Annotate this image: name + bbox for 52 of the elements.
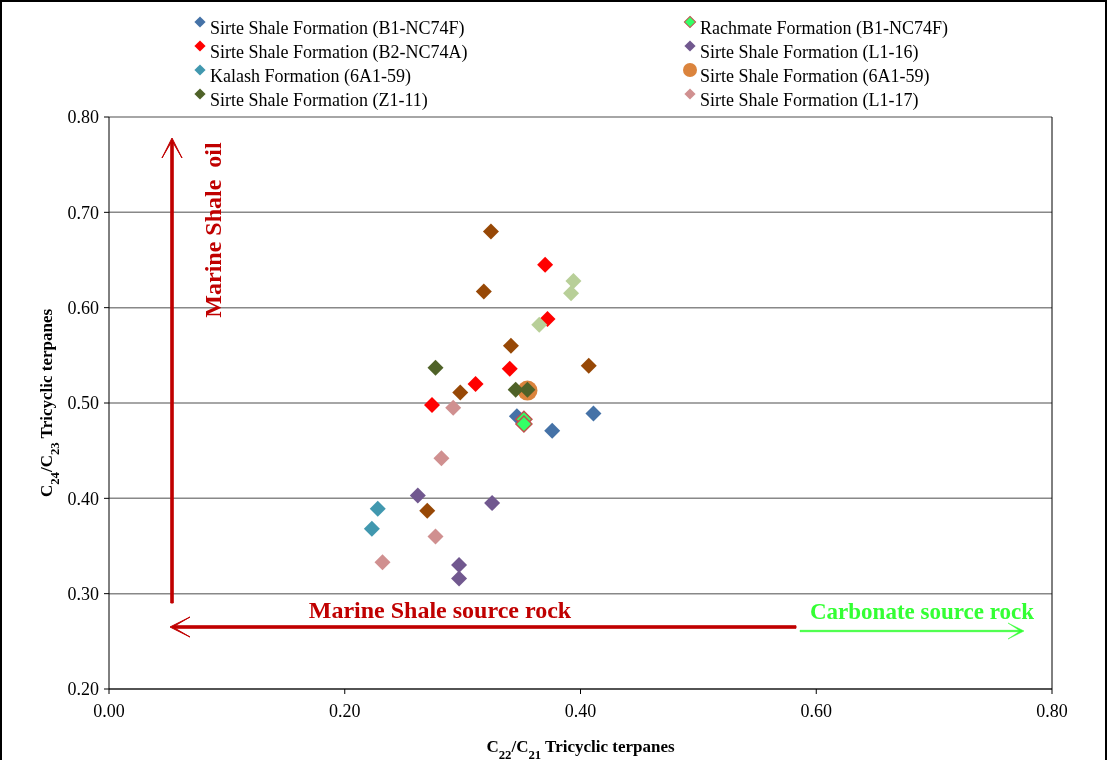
point — [585, 405, 602, 422]
point — [563, 285, 580, 302]
point — [363, 520, 380, 537]
point — [507, 381, 524, 398]
y-tick-label: 0.40 — [67, 488, 99, 509]
legend-label: Kalash Formation (6A1-59) — [210, 66, 411, 88]
point — [409, 487, 426, 504]
legend-label: Sirte Shale Formation (6A1-59) — [700, 66, 930, 88]
annotation: Marine Shale source rock — [308, 597, 572, 623]
y-tick-label: 0.50 — [67, 393, 99, 414]
point — [451, 570, 468, 587]
annotation: Carbonate source rock — [809, 599, 1035, 624]
point — [445, 399, 462, 416]
point — [580, 357, 597, 374]
y-tick-label: 0.80 — [67, 107, 99, 128]
legend-label: Sirte Shale Formation (B2-NC74A) — [210, 42, 468, 64]
legend-label: Sirte Shale Formation (L1-17) — [700, 90, 919, 112]
point — [501, 360, 518, 377]
point — [419, 502, 436, 519]
point — [482, 223, 499, 240]
x-tick-label: 0.40 — [564, 701, 597, 721]
y-tick-label: 0.60 — [67, 297, 99, 318]
point — [423, 396, 440, 413]
point — [467, 375, 484, 392]
y-tick-label: 0.70 — [67, 202, 99, 223]
point — [433, 450, 450, 467]
x-tick-label: 0.60 — [800, 701, 832, 721]
point — [565, 272, 582, 289]
x-tick-label: 0.80 — [1036, 701, 1068, 721]
point — [537, 256, 554, 273]
legend-label: Rachmate Formation (B1-NC74F) — [700, 18, 948, 40]
y-tick-label: 0.20 — [67, 679, 99, 700]
legend-label: Sirte Shale Formation (Z1-11) — [210, 90, 428, 112]
x-tick-label: 0.00 — [93, 701, 125, 721]
x-tick-label: 0.20 — [329, 701, 361, 721]
point — [427, 359, 444, 376]
point — [452, 384, 469, 401]
point — [369, 500, 386, 517]
point — [515, 415, 533, 433]
legend-label: Sirte Shale Formation (B1-NC74F) — [210, 18, 465, 40]
point — [451, 557, 468, 574]
point — [475, 283, 492, 300]
point — [544, 422, 561, 439]
point — [484, 495, 501, 512]
point — [374, 554, 391, 571]
point — [427, 528, 444, 545]
legend-label: Sirte Shale Formation (L1-16) — [700, 42, 919, 64]
y-tick-label: 0.30 — [67, 583, 99, 604]
point — [531, 316, 548, 333]
annotation: Marine Shale oil — [200, 142, 226, 318]
x-axis-title: C$_{22}$/C$_{21}$ Tricyclic terpanes — [486, 737, 675, 760]
point — [502, 337, 519, 354]
